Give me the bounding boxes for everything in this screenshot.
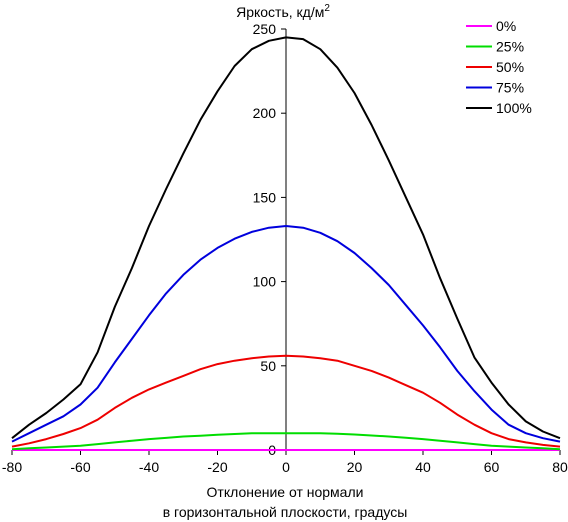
y-tick-label: 150 <box>253 189 277 205</box>
x-tick-label: 0 <box>282 459 290 475</box>
y-tick-label: 200 <box>253 105 277 121</box>
x-ticks: -80 -60 -40 -20 0 20 40 60 80 <box>2 450 568 475</box>
axes <box>12 29 560 451</box>
y-axis-title: Яркость, кд/м2 <box>236 3 330 20</box>
y-axis-title-superscript: 2 <box>324 3 330 14</box>
x-axis-title-line1: Отклонение от нормали <box>207 484 364 500</box>
y-axis-title-text: Яркость, кд/м <box>236 4 324 20</box>
y-tick-label: 100 <box>253 274 277 290</box>
x-tick-label: 80 <box>552 459 568 475</box>
x-axis-title-line2: в горизонтальной плоскости, градусы <box>163 504 408 520</box>
x-tick-label: 20 <box>347 459 363 475</box>
x-tick-label: -60 <box>70 459 90 475</box>
legend-label-75pct: 75% <box>496 80 524 96</box>
legend-label-100pct: 100% <box>496 100 532 116</box>
series-line-100pct <box>11 36 561 440</box>
legend: 0% 25% 50% 75% 100% <box>466 18 532 116</box>
legend-label-25pct: 25% <box>496 39 524 55</box>
x-tick-label: -80 <box>2 459 22 475</box>
y-tick-label: 50 <box>260 358 276 374</box>
x-tick-label: 60 <box>484 459 500 475</box>
legend-label-50pct: 50% <box>496 59 524 75</box>
x-tick-label: -40 <box>139 459 159 475</box>
series-line-25pct <box>11 432 561 451</box>
x-tick-label: 40 <box>415 459 431 475</box>
series-lines <box>11 36 561 451</box>
series-line-50pct <box>11 354 561 448</box>
x-tick-label: -20 <box>207 459 227 475</box>
y-tick-label: 250 <box>253 21 277 37</box>
series-line-75pct <box>11 225 561 443</box>
legend-label-0pct: 0% <box>496 18 516 34</box>
